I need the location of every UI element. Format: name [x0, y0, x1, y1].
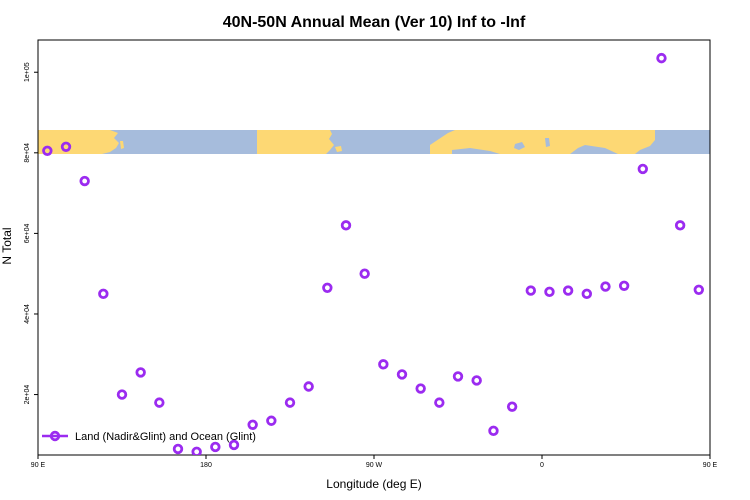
data-point	[42, 145, 53, 157]
data-point	[488, 425, 499, 437]
data-point	[674, 220, 686, 231]
y-tick-label: 1e+05	[24, 62, 31, 82]
legend-marker	[49, 430, 61, 442]
data-point	[656, 52, 667, 64]
data-point	[378, 359, 389, 370]
data-point	[693, 284, 704, 296]
x-tick-label: 90 W	[366, 462, 383, 469]
world-map-band	[38, 130, 710, 154]
x-tick-label: 90 E	[31, 462, 46, 469]
data-point	[732, 143, 740, 151]
data-point	[98, 288, 109, 300]
plot-frame	[37, 39, 711, 456]
data-point	[228, 439, 240, 451]
data-point	[303, 381, 314, 392]
data-point	[247, 419, 258, 430]
y-tick-label: 2e+04	[24, 385, 31, 405]
data-point	[544, 286, 555, 298]
sea-caspian	[545, 138, 550, 147]
data-point	[525, 285, 536, 296]
data-point	[154, 397, 165, 408]
data-point	[191, 446, 202, 455]
data-point	[600, 281, 611, 292]
data-points	[42, 52, 740, 455]
y-axis-label: N Total	[0, 227, 14, 264]
data-point	[284, 397, 296, 408]
legend: Land (Nadir&Glint) and Ocean (Glint)	[42, 430, 256, 443]
data-point	[210, 441, 221, 453]
x-tick-label: 180	[200, 462, 212, 469]
data-point	[637, 163, 648, 175]
land-europe-asia	[430, 130, 655, 154]
land-asia-east	[38, 130, 119, 154]
legend-label: Land (Nadir&Glint) and Ocean (Glint)	[75, 431, 256, 443]
land-north-america	[257, 130, 334, 154]
data-point	[562, 285, 574, 296]
data-point	[452, 371, 464, 382]
data-point	[340, 220, 352, 231]
data-point	[79, 175, 90, 187]
data-point	[618, 280, 630, 291]
y-tick-label: 8e+04	[24, 143, 31, 163]
land-iberia	[430, 145, 443, 154]
y-axis: 2e+04 4e+04 6e+04 8e+04 1e+05	[24, 62, 38, 404]
data-point	[135, 367, 146, 378]
land-sakhalin	[120, 141, 124, 149]
data-point	[714, 147, 722, 155]
x-axis-label: Longitude (deg E)	[326, 477, 421, 491]
data-point	[581, 288, 592, 300]
chart-title: 40N-50N Annual Mean (Ver 10) Inf to -Inf	[223, 14, 526, 31]
x-tick-label: 0	[540, 462, 544, 469]
data-point	[415, 383, 426, 394]
data-point	[322, 282, 333, 293]
data-point	[434, 397, 445, 408]
data-point	[266, 415, 277, 426]
data-point	[396, 369, 408, 380]
x-tick-label: 90 E	[703, 462, 718, 469]
data-point	[172, 443, 184, 455]
land-newfoundland	[335, 146, 342, 152]
data-point	[60, 141, 72, 152]
x-axis: 90 E 180 90 W 0 90 E	[31, 455, 718, 469]
data-point	[359, 268, 370, 279]
y-tick-label: 4e+04	[24, 304, 31, 324]
data-point	[471, 375, 482, 386]
sea-black	[514, 142, 525, 150]
data-point	[116, 389, 128, 400]
data-point	[506, 401, 518, 412]
y-tick-label: 6e+04	[24, 223, 31, 243]
sea-mediterranean	[452, 148, 500, 154]
